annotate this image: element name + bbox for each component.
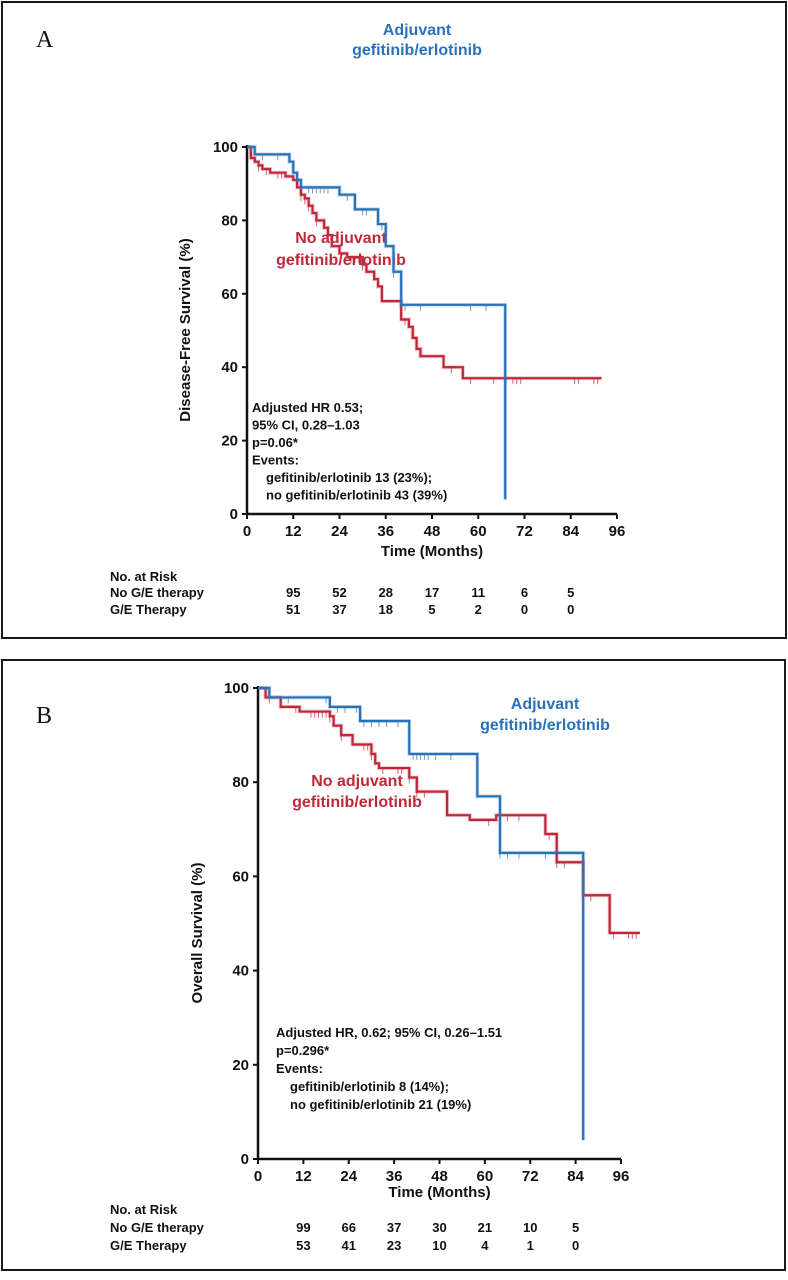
panel-b-risk-value: 21	[478, 1220, 492, 1235]
panel-b-stats-annotation-line: p=0.296*	[276, 1043, 330, 1058]
panel-a-y-tick-label: 40	[221, 359, 238, 376]
panel-b: B 0 20 40 60 80 100 0 12 24 36 48 60 72 84 96 Time (Mon…	[1, 659, 786, 1271]
panel-a-risk-value: 52	[332, 585, 346, 600]
panel-b-risk-value: 53	[296, 1238, 310, 1253]
panel-b-x-tick-label: 36	[386, 1168, 403, 1185]
panel-b-x-tick-label: 72	[522, 1168, 539, 1185]
panel-a-y-tick-label: 100	[213, 139, 238, 156]
panel-b-risk-value: 37	[387, 1220, 401, 1235]
panel-a-risk-value: 0	[521, 602, 528, 617]
panel-a-risk-value: 17	[425, 585, 439, 600]
panel-a-risk-value: 5	[428, 602, 435, 617]
panel-b-x-tick-label: 60	[477, 1168, 494, 1185]
panel-a-x-tick-label: 48	[424, 523, 441, 540]
panel-a-stats-annotation-line: Adjusted HR 0.53;	[252, 400, 363, 415]
panel-a-y-tick-label: 20	[221, 433, 238, 450]
panel-a-y-tick-label: 80	[221, 212, 238, 229]
panel-a-x-tick-label: 60	[470, 523, 487, 540]
panel-a-x-tick-label: 84	[562, 523, 579, 540]
panel-a-y-tick-label: 60	[221, 286, 238, 303]
panel-b-risk-value: 66	[342, 1220, 356, 1235]
panel-b-stats-annotation-line: Adjusted HR, 0.62; 95% CI, 0.26–1.51	[276, 1025, 502, 1040]
panel-b-y-tick-label: 40	[232, 963, 249, 980]
panel-b-risk-row-label: No G/E therapy	[110, 1220, 205, 1235]
panel-a-y-tick-label: 0	[230, 506, 238, 523]
panel-a-risk-value: 37	[332, 602, 346, 617]
panel-a-risk-value: 95	[286, 585, 300, 600]
panel-b-risk-value: 5	[572, 1220, 579, 1235]
panel-a-stats-annotation-line: gefitinib/erlotinib 13 (23%);	[266, 470, 432, 485]
panel-a-legend-label-adjuvant: Adjuvant	[383, 22, 452, 39]
panel-a-risk-value: 18	[379, 602, 393, 617]
panel-b-risk-value: 10	[523, 1220, 537, 1235]
panel-b-series-line-adjuvant	[258, 686, 585, 1141]
panel-b-series-adjuvant	[258, 686, 586, 1141]
panel-a: A 0 20 40 60 80 100 0 12 24 36 48 60 72 84 96 Time (Mon…	[1, 1, 787, 639]
panel-a-stats-annotation-line: no gefitinib/erlotinib 43 (39%)	[266, 488, 447, 503]
panel-a-x-tick-label: 96	[609, 523, 626, 540]
panel-b-legend-label-adjuvant: Adjuvant	[511, 696, 580, 713]
panel-b-stats-annotation-line: gefitinib/erlotinib 8 (14%);	[290, 1079, 449, 1094]
panel-b-stats-annotation-line: Events:	[276, 1061, 323, 1076]
panel-b-risk-table-header: No. at Risk	[110, 1202, 178, 1217]
panel-a-legend-label-no-adjuvant: gefitinib/erlotinib	[276, 252, 406, 269]
panel-b-risk-value: 30	[432, 1220, 446, 1235]
panel-b-risk-value: 0	[572, 1238, 579, 1253]
panel-a-y-axis-title: Disease-Free Survival (%)	[177, 238, 194, 421]
panel-b-series-line-no-adjuvant	[258, 686, 640, 935]
panel-a-x-tick-label: 24	[331, 523, 348, 540]
panel-b-x-tick-label: 84	[567, 1168, 584, 1185]
panel-a-legend-label-adjuvant: gefitinib/erlotinib	[352, 42, 482, 59]
panel-b-risk-value: 41	[342, 1238, 356, 1253]
panel-a-risk-value: 51	[286, 602, 300, 617]
panel-b-y-tick-label: 20	[232, 1057, 249, 1074]
panel-b-risk-value: 4	[481, 1238, 489, 1253]
panel-b-risk-value: 99	[296, 1220, 310, 1235]
panel-b-x-axis-title: Time (Months)	[388, 1184, 490, 1201]
panel-b-legend-label-adjuvant: gefitinib/erlotinib	[480, 717, 610, 734]
panel-a-x-tick-label: 36	[377, 523, 394, 540]
panel-b-y-axis-title: Overall Survival (%)	[189, 863, 206, 1004]
panel-a-risk-value: 2	[475, 602, 482, 617]
panel-a-x-tick-label: 12	[285, 523, 302, 540]
panel-b-y-tick-label: 0	[241, 1151, 249, 1168]
panel-letter-b: B	[36, 703, 53, 729]
panel-b-x-tick-label: 12	[295, 1168, 312, 1185]
panel-b-risk-value: 23	[387, 1238, 401, 1253]
panel-b-x-tick-label: 0	[254, 1168, 262, 1185]
panel-letter-a: A	[36, 27, 54, 53]
panel-b-risk-value: 10	[432, 1238, 446, 1253]
panel-b-y-tick-label: 100	[224, 680, 249, 697]
panel-a-risk-row-label: No G/E therapy	[110, 585, 205, 600]
panel-a-risk-table-header: No. at Risk	[110, 569, 178, 584]
panel-a-x-tick-label: 72	[516, 523, 533, 540]
panel-b-risk-row-label: G/E Therapy	[110, 1238, 187, 1253]
panel-a-stats-annotation-line: p=0.06*	[252, 435, 299, 450]
panel-a-series-line-no-adjuvant	[247, 145, 602, 380]
panel-b-y-tick-label: 60	[232, 868, 249, 885]
panel-a-x-axis-title: Time (Months)	[381, 543, 483, 560]
panel-a-risk-value: 28	[379, 585, 393, 600]
panel-a-risk-value: 6	[521, 585, 528, 600]
panel-a-risk-value: 5	[567, 585, 574, 600]
panel-b-x-tick-label: 24	[340, 1168, 357, 1185]
panel-a-stats-annotation-line: 95% CI, 0.28–1.03	[252, 418, 360, 433]
panel-a-risk-row-label: G/E Therapy	[110, 602, 187, 617]
panel-b-legend-label-no-adjuvant: No adjuvant	[311, 773, 403, 790]
panel-b-legend-label-no-adjuvant: gefitinib/erlotinib	[292, 794, 422, 811]
panel-a-series-adjuvant	[247, 145, 508, 500]
panel-b-x-tick-label: 96	[613, 1168, 630, 1185]
panel-a-x-tick-label: 0	[243, 523, 251, 540]
panel-b-y-tick-label: 80	[232, 774, 249, 791]
panel-b-x-tick-label: 48	[431, 1168, 448, 1185]
panel-a-risk-value: 0	[567, 602, 574, 617]
panel-a-series-no-adjuvant	[247, 145, 602, 385]
panel-b-risk-value: 1	[527, 1238, 534, 1253]
panel-b-stats-annotation-line: no gefitinib/erlotinib 21 (19%)	[290, 1097, 471, 1112]
panel-a-legend-label-no-adjuvant: No adjuvant	[295, 230, 387, 247]
panel-a-risk-value: 11	[471, 585, 485, 600]
panel-a-stats-annotation-line: Events:	[252, 453, 299, 468]
